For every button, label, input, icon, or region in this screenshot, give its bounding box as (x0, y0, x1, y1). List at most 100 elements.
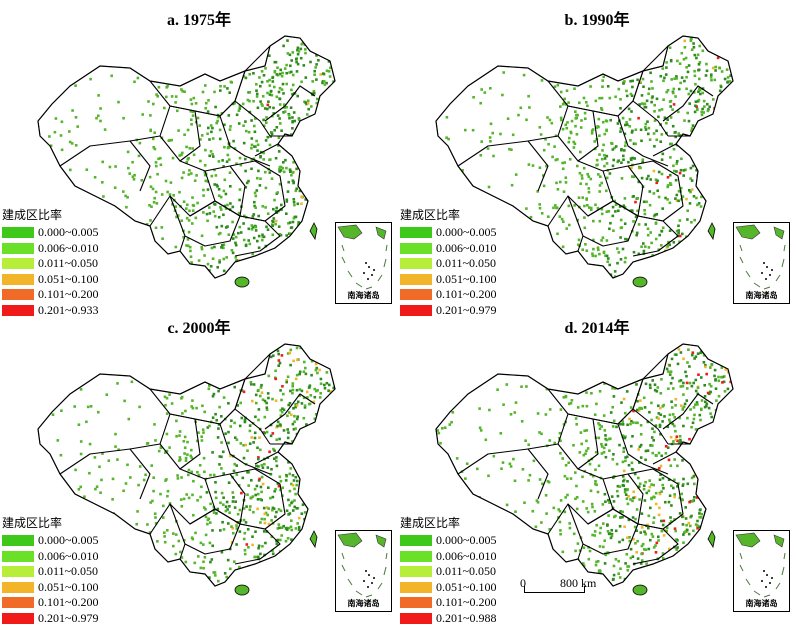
legend-item: 0.101~0.200 (2, 287, 142, 303)
nine-dash-line (782, 567, 784, 575)
nine-dash-line (740, 257, 743, 263)
legend-swatch (400, 227, 432, 238)
island-dot (373, 577, 375, 579)
legend-item: 0.011~0.050 (2, 564, 142, 580)
nine-dash-line (342, 257, 345, 263)
island-dot (763, 570, 765, 572)
legend-item: 0.051~0.100 (2, 272, 142, 288)
nine-dash-line (764, 287, 770, 289)
legend-label: 0.006~0.010 (436, 241, 497, 256)
island-dot (769, 274, 771, 276)
legend-item: 0.006~0.010 (400, 241, 540, 257)
nine-dash-line (386, 553, 387, 559)
legend-label: 0.011~0.050 (38, 564, 98, 579)
legend-label: 0.101~0.200 (436, 287, 497, 302)
nine-dash-line (348, 579, 352, 585)
scale-tick (524, 586, 525, 593)
nine-dash-line (378, 583, 382, 589)
island-dot (765, 278, 767, 280)
nine-dash-line (746, 579, 750, 585)
legend-label: 0.000~0.005 (436, 225, 497, 240)
legend-label: 0.101~0.200 (436, 595, 497, 610)
island-dot (368, 574, 370, 576)
nine-dash-line (356, 591, 362, 595)
island-dot (771, 577, 773, 579)
legend-label: 0.051~0.100 (436, 272, 497, 287)
hainan-island (633, 277, 647, 287)
inset-taiwan (376, 535, 386, 547)
legend-item: 0.201~0.979 (2, 611, 142, 626)
nine-dash-line (740, 245, 742, 251)
island-dot (363, 580, 365, 582)
inset-taiwan (774, 227, 784, 239)
legend-item: 0.011~0.050 (400, 256, 540, 272)
legend-swatch (400, 289, 432, 300)
scale-label: 800 km (560, 576, 596, 591)
legend-swatch (2, 551, 34, 562)
taiwan-island (310, 223, 317, 239)
legend-label: 0.000~0.005 (38, 533, 99, 548)
legend-swatch (400, 274, 432, 285)
nine-dash-line (342, 245, 344, 251)
nine-dash-line (776, 275, 780, 281)
island-dot (766, 266, 768, 268)
taiwan-island (310, 531, 317, 547)
nine-dash-line (754, 283, 760, 287)
nine-dash-line (386, 245, 387, 251)
legend-item: 0.000~0.005 (2, 225, 142, 241)
inset-taiwan (774, 535, 784, 547)
island-dot (373, 269, 375, 271)
legend-label: 0.011~0.050 (436, 564, 496, 579)
legend-item: 0.051~0.100 (2, 580, 142, 596)
hainan-island (235, 277, 249, 287)
nine-dash-line (342, 553, 344, 559)
island-dot (367, 586, 369, 588)
legend-title: 建成区比率 (400, 206, 540, 223)
legend-item: 0.000~0.005 (400, 533, 540, 549)
legend-swatch (2, 566, 34, 577)
inset-coast (338, 225, 362, 239)
legend-label: 0.101~0.200 (38, 595, 99, 610)
island-dot (769, 582, 771, 584)
legend-item: 0.006~0.010 (400, 549, 540, 565)
nine-dash-line (782, 259, 784, 267)
legend-swatch (2, 582, 34, 593)
legend-label: 0.000~0.005 (38, 225, 99, 240)
legend-label: 0.051~0.100 (436, 580, 497, 595)
legend-item: 0.000~0.005 (400, 225, 540, 241)
nine-dash-line (384, 567, 386, 575)
legend-swatch (2, 243, 34, 254)
legend-swatch (2, 613, 34, 624)
inset-coast (736, 225, 760, 239)
island-dot (365, 570, 367, 572)
legend-label: 0.011~0.050 (436, 256, 496, 271)
legend-label: 0.101~0.200 (38, 287, 99, 302)
taiwan-island (708, 223, 715, 239)
south-china-sea-inset: 南海诸岛 (733, 222, 790, 304)
legend-swatch (400, 582, 432, 593)
scale-zero: 0 (520, 576, 526, 591)
island-dot (765, 586, 767, 588)
inset-label: 南海诸岛 (336, 290, 391, 301)
nine-dash-line (366, 287, 372, 289)
legend-swatch (400, 258, 432, 269)
legend-item: 0.006~0.010 (2, 549, 142, 565)
scale-line (524, 592, 584, 593)
legend-item: 0.011~0.050 (2, 256, 142, 272)
south-china-sea-inset: 南海诸岛 (335, 530, 392, 612)
inset-coast (736, 533, 760, 547)
island-dot (363, 272, 365, 274)
legend-label: 0.051~0.100 (38, 272, 99, 287)
legend-swatch (400, 243, 432, 254)
nine-dash-line (754, 591, 760, 595)
legend-label: 0.006~0.010 (436, 549, 497, 564)
nine-dash-line (366, 595, 372, 597)
nine-dash-line (784, 553, 785, 559)
legend-label: 0.201~0.988 (436, 611, 497, 626)
